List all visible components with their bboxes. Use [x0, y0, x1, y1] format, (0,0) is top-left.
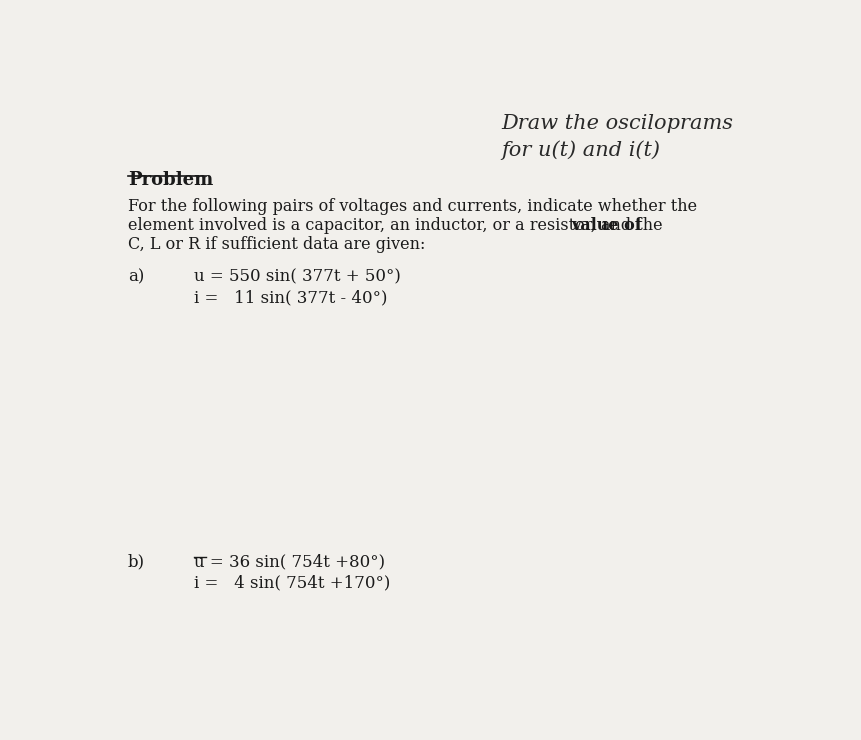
Text: u = 550 sin( 377t + 50°): u = 550 sin( 377t + 50°)	[195, 269, 401, 286]
Text: Draw the osciloprams: Draw the osciloprams	[501, 115, 734, 133]
Text: i =   11 sin( 377t - 40°): i = 11 sin( 377t - 40°)	[195, 289, 387, 306]
Text: value of: value of	[572, 217, 642, 234]
Text: C, L or R if sufficient data are given:: C, L or R if sufficient data are given:	[127, 236, 425, 253]
Text: u = 36 sin( 754t +80°): u = 36 sin( 754t +80°)	[195, 554, 386, 571]
Text: For the following pairs of voltages and currents, indicate whether the: For the following pairs of voltages and …	[127, 198, 697, 215]
Text: Problem: Problem	[127, 172, 213, 189]
Text: a): a)	[127, 269, 144, 286]
Text: i =   4 sin( 754t +170°): i = 4 sin( 754t +170°)	[195, 574, 391, 591]
Text: b): b)	[127, 554, 145, 571]
Text: for u(t) and i(t): for u(t) and i(t)	[501, 140, 660, 160]
Text: element involved is a capacitor, an inductor, or a resistor, and the: element involved is a capacitor, an indu…	[127, 217, 667, 234]
